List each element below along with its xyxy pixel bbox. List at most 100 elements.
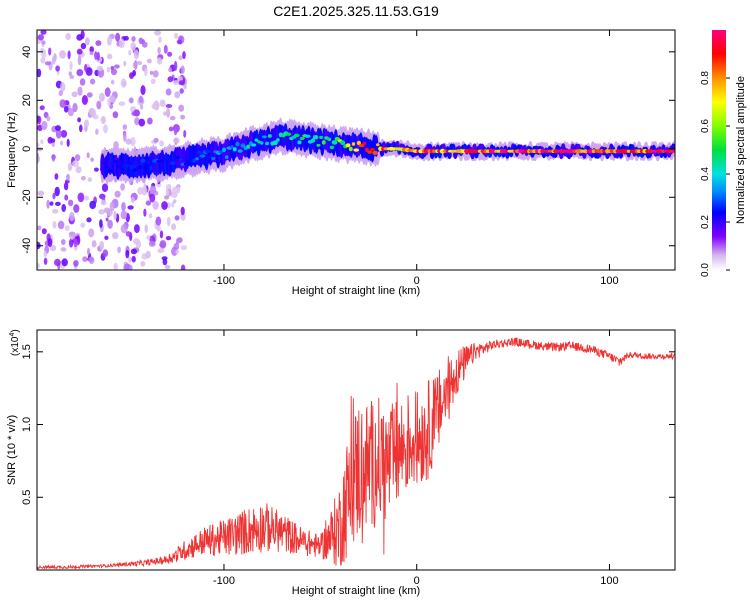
snr-series-line bbox=[37, 337, 675, 570]
noise-speckle bbox=[64, 225, 70, 232]
noise-speckle bbox=[169, 115, 176, 121]
noise-speckle bbox=[58, 90, 63, 97]
ridge-core bbox=[667, 149, 672, 154]
noise-speckle bbox=[104, 87, 111, 97]
noise-speckle bbox=[166, 216, 171, 227]
noise-speckle bbox=[52, 209, 59, 214]
ridge-core bbox=[321, 140, 326, 145]
noise-speckle bbox=[84, 119, 89, 128]
noise-speckle bbox=[167, 51, 173, 57]
noise-speckle bbox=[39, 105, 45, 111]
ridge-core bbox=[369, 147, 375, 152]
spectrogram-panel: -100 0 100 -40 -20 0 20 40 Height of straight … bbox=[6, 29, 676, 297]
noise-speckle bbox=[99, 240, 104, 251]
noise-speckle bbox=[144, 224, 148, 234]
noise-speckle bbox=[60, 82, 66, 92]
noise-speckle bbox=[71, 91, 78, 98]
noise-speckle bbox=[131, 111, 137, 116]
noise-speckle bbox=[77, 192, 85, 203]
noise-speckle bbox=[149, 193, 156, 203]
noise-speckle bbox=[107, 98, 111, 107]
ridge-core bbox=[376, 143, 380, 147]
noise-speckle bbox=[128, 97, 134, 104]
noise-speckle bbox=[176, 238, 180, 245]
ridge-core bbox=[246, 144, 251, 149]
ridge-core bbox=[132, 168, 138, 172]
noise-speckle bbox=[87, 177, 93, 183]
y-tick-label: -40 bbox=[21, 238, 33, 254]
noise-speckle bbox=[159, 240, 167, 249]
noise-speckle bbox=[134, 224, 140, 234]
noise-speckle bbox=[114, 64, 120, 69]
noise-speckle bbox=[48, 47, 52, 56]
noise-speckle bbox=[69, 238, 74, 248]
noise-speckle bbox=[66, 173, 70, 181]
x-tick-label: 0 bbox=[414, 275, 420, 287]
ridge-core bbox=[262, 135, 267, 139]
noise-speckle bbox=[69, 211, 75, 222]
ridge-core bbox=[372, 150, 378, 155]
ridge-core bbox=[179, 157, 183, 161]
ridge-core bbox=[286, 132, 292, 136]
ridge-core bbox=[259, 141, 264, 145]
noise-speckle bbox=[106, 36, 112, 46]
noise-speckle bbox=[183, 84, 187, 90]
svg-text:(x104): (x104) bbox=[9, 329, 21, 356]
noise-speckle bbox=[95, 40, 102, 46]
noise-speckle bbox=[121, 202, 126, 212]
noise-speckle bbox=[75, 166, 82, 174]
noise-speckle bbox=[147, 117, 153, 125]
noise-speckle bbox=[167, 76, 174, 83]
spectrogram-x-ticks: -100 0 100 bbox=[213, 30, 619, 287]
noise-speckle bbox=[130, 42, 136, 51]
noise-speckle bbox=[165, 236, 172, 241]
ridge-core bbox=[195, 157, 199, 161]
noise-speckle bbox=[110, 79, 115, 85]
ridge-core bbox=[310, 138, 316, 143]
ridge-core bbox=[140, 158, 146, 163]
ridge-core bbox=[304, 134, 311, 138]
snr-frame bbox=[36, 329, 676, 571]
noise-speckle bbox=[77, 55, 82, 66]
ridge-core bbox=[99, 167, 106, 171]
noise-speckle bbox=[95, 128, 99, 135]
noise-speckle bbox=[149, 70, 154, 75]
noise-speckle bbox=[106, 53, 113, 60]
noise-speckle bbox=[68, 71, 73, 77]
noise-speckle bbox=[55, 129, 62, 139]
noise-speckle bbox=[96, 65, 104, 72]
noise-speckle bbox=[37, 190, 45, 196]
ridge-core bbox=[129, 164, 135, 170]
noise-speckle bbox=[41, 228, 47, 235]
noise-speckle bbox=[77, 117, 81, 123]
noise-speckle bbox=[94, 51, 98, 60]
noise-speckle bbox=[72, 160, 79, 168]
ridge-core bbox=[240, 143, 246, 148]
ridge-core bbox=[299, 136, 305, 141]
ridge-core bbox=[192, 158, 197, 163]
noise-speckle bbox=[176, 185, 181, 194]
noise-speckle bbox=[114, 190, 121, 198]
ridge-core bbox=[329, 145, 335, 150]
ridge-core bbox=[102, 161, 108, 165]
noise-speckle bbox=[122, 124, 127, 130]
x-tick-label: 100 bbox=[600, 275, 618, 287]
noise-speckle bbox=[37, 142, 40, 148]
noise-speckle bbox=[76, 48, 83, 55]
noise-speckle bbox=[54, 186, 60, 197]
noise-speckle bbox=[130, 136, 136, 147]
noise-speckle bbox=[85, 67, 93, 76]
noise-speckle bbox=[174, 91, 181, 99]
noise-speckle bbox=[107, 219, 113, 229]
ridge-core bbox=[502, 149, 508, 154]
noise-speckle bbox=[52, 192, 56, 200]
noise-speckle bbox=[61, 204, 66, 212]
noise-speckle bbox=[81, 95, 88, 105]
noise-speckle bbox=[148, 240, 156, 247]
ridge-core bbox=[162, 156, 167, 162]
noise-speckle bbox=[86, 92, 93, 98]
noise-speckle bbox=[41, 40, 46, 45]
noise-speckle bbox=[158, 36, 162, 43]
noise-speckle bbox=[135, 241, 142, 249]
